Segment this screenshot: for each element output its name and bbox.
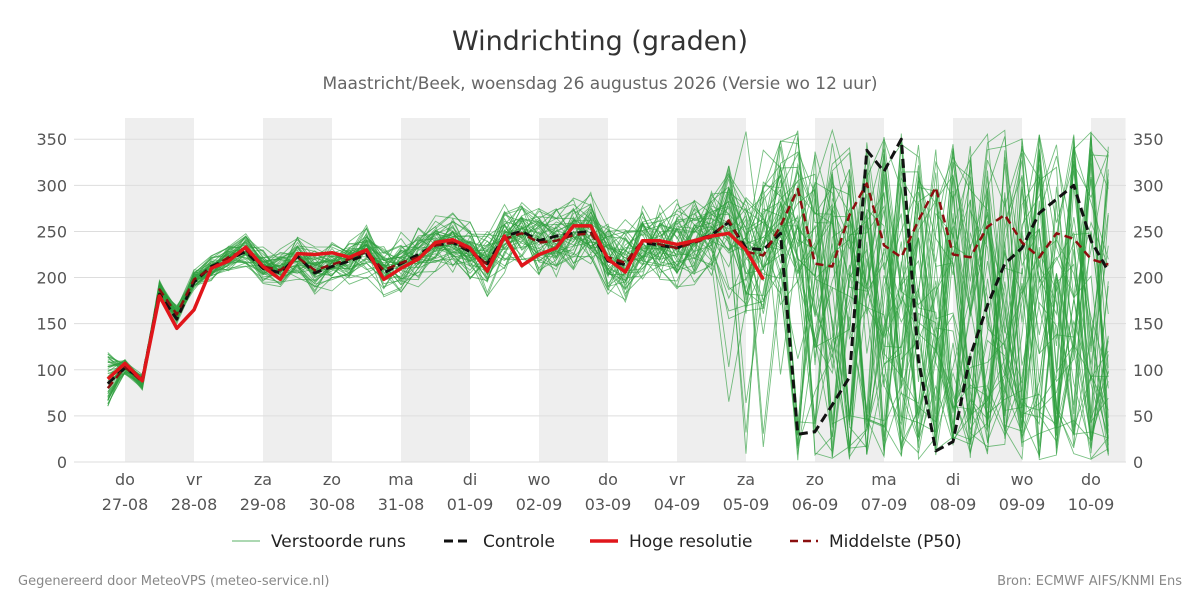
x-tick-date-11: 07-09 [861, 495, 908, 514]
x-tick-day-4: ma [388, 470, 413, 489]
x-tick-day-10: zo [806, 470, 824, 489]
y-tick-right-300: 300 [1133, 176, 1164, 195]
y-tick-right-200: 200 [1133, 269, 1164, 288]
legend-label-ensemble: Verstoorde runs [271, 532, 406, 552]
x-tick-day-5: di [463, 470, 478, 489]
ensemble-member-50 [107, 146, 1109, 449]
legend-label-hires: Hoge resolutie [629, 532, 753, 552]
x-tick-date-10: 06-09 [792, 495, 839, 514]
y-tick-right-0: 0 [1133, 453, 1143, 472]
y-tick-left-200: 200 [36, 269, 67, 288]
ensemble-member-44 [107, 137, 1109, 461]
footer-credit: Gegenereerd door MeteoVPS (meteo-service… [18, 574, 329, 589]
y-tick-left-250: 250 [36, 222, 67, 241]
x-tick-day-12: di [946, 470, 961, 489]
y-tick-right-350: 350 [1133, 130, 1164, 149]
y-tick-right-50: 50 [1133, 407, 1153, 426]
x-tick-date-8: 04-09 [654, 495, 701, 514]
x-tick-day-7: do [598, 470, 618, 489]
plot-area: 0 0 50 50 100 100 150 150 200 200 250 250 300 300 350 3… [36, 118, 1164, 514]
x-tick-date-9: 05-09 [723, 495, 770, 514]
x-tick-day-6: wo [528, 470, 551, 489]
x-tick-date-6: 02-09 [516, 495, 563, 514]
y-tick-left-300: 300 [36, 176, 67, 195]
x-tick-day-14: do [1081, 470, 1101, 489]
x-tick-day-1: vr [186, 470, 202, 489]
x-tick-day-8: vr [669, 470, 685, 489]
main-series-lines [106, 137, 1110, 453]
y-axis-ticks: 0 0 50 50 100 100 150 150 200 200 250 250 300 300 350 3… [36, 130, 1163, 472]
x-tick-date-13: 09-09 [999, 495, 1046, 514]
x-tick-day-0: do [115, 470, 135, 489]
x-tick-date-4: 31-08 [378, 495, 425, 514]
x-tick-date-3: 30-08 [309, 495, 356, 514]
ensemble-member-43 [107, 136, 1109, 455]
series-line-hires [106, 224, 765, 383]
legend: Verstoorde runs Controle Hoge resolutie Mid… [232, 532, 962, 552]
chart-title: Windrichting (graden) [452, 26, 748, 57]
x-axis-ticks: do 27-08 vr 28-08 za 29-08 zo 30-08 ma 31-08 di 01-… [102, 470, 1115, 514]
legend-label-median: Middelste (P50) [829, 532, 962, 552]
y-tick-left-150: 150 [36, 315, 67, 334]
y-tick-left-350: 350 [36, 130, 67, 149]
ensemble-member-34 [107, 137, 1109, 458]
ensemble-member-31 [107, 131, 1109, 449]
footer-source: Bron: ECMWF AIFS/KNMI Ens [997, 574, 1182, 589]
x-tick-date-5: 01-09 [447, 495, 494, 514]
y-tick-left-100: 100 [36, 361, 67, 380]
y-tick-left-50: 50 [47, 407, 67, 426]
ensemble-member-42 [107, 136, 1109, 457]
x-tick-date-2: 29-08 [240, 495, 287, 514]
shaded-band-4 [677, 118, 746, 462]
ensemble-member-48 [107, 149, 1109, 448]
chart-subtitle: Maastricht/Beek, woensdag 26 augustus 20… [322, 74, 877, 94]
shaded-band-1 [263, 118, 332, 462]
y-tick-right-150: 150 [1133, 315, 1164, 334]
x-tick-day-9: za [737, 470, 755, 489]
y-tick-left-0: 0 [57, 453, 67, 472]
x-tick-date-0: 27-08 [102, 495, 149, 514]
x-tick-day-11: ma [871, 470, 896, 489]
y-tick-right-100: 100 [1133, 361, 1164, 380]
legend-label-control: Controle [483, 532, 555, 552]
x-tick-day-13: wo [1011, 470, 1034, 489]
ensemble-member-25 [107, 133, 1109, 450]
x-tick-date-7: 03-09 [585, 495, 632, 514]
shaded-band-3 [539, 118, 608, 462]
x-tick-date-14: 10-09 [1068, 495, 1115, 514]
x-tick-day-3: zo [323, 470, 341, 489]
weekend-bands [125, 118, 1126, 462]
x-tick-date-1: 28-08 [171, 495, 218, 514]
ensemble-member-38 [107, 164, 1109, 457]
y-tick-right-250: 250 [1133, 222, 1164, 241]
shaded-band-2 [401, 118, 470, 462]
x-tick-day-2: za [254, 470, 272, 489]
x-tick-date-12: 08-09 [930, 495, 977, 514]
